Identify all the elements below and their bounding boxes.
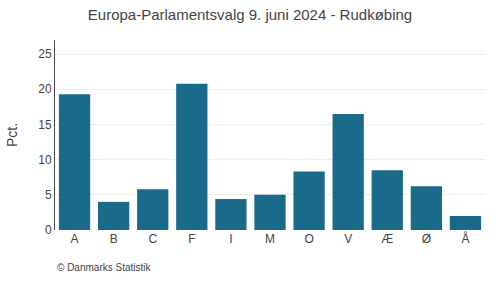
- svg-text:20: 20: [38, 82, 52, 96]
- svg-text:15: 15: [38, 118, 52, 132]
- svg-text:25: 25: [38, 47, 52, 61]
- svg-text:I: I: [229, 232, 232, 246]
- svg-text:A: A: [71, 232, 79, 246]
- svg-text:F: F: [188, 232, 195, 246]
- svg-text:C: C: [148, 232, 157, 246]
- svg-text:5: 5: [45, 188, 52, 202]
- svg-text:Æ: Æ: [381, 232, 393, 246]
- svg-text:M: M: [265, 232, 275, 246]
- svg-text:O: O: [304, 232, 313, 246]
- svg-text:Å: Å: [461, 231, 469, 246]
- svg-text:Europa-Parlamentsvalg 9. juni: Europa-Parlamentsvalg 9. juni 2024 - Rud…: [88, 6, 412, 23]
- svg-text:Ø: Ø: [422, 232, 431, 246]
- svg-text:Pct.: Pct.: [4, 123, 20, 147]
- svg-text:0: 0: [45, 223, 52, 237]
- svg-text:V: V: [344, 232, 352, 246]
- svg-text:© Danmarks Statistik: © Danmarks Statistik: [57, 262, 152, 273]
- svg-text:10: 10: [38, 153, 52, 167]
- svg-text:B: B: [110, 232, 118, 246]
